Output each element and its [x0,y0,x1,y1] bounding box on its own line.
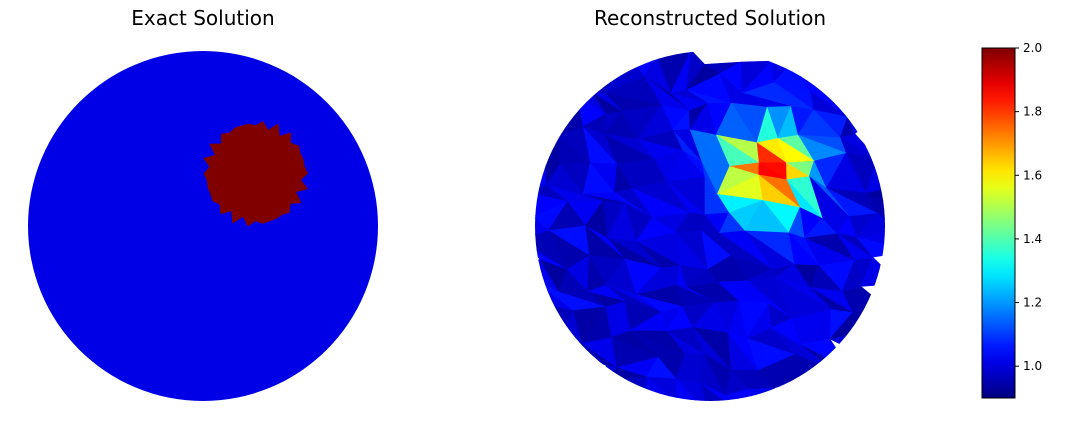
reconstructed-mesh [516,51,885,401]
mesh-triangle [855,236,885,258]
reconstructed-solution-plot [516,51,885,401]
exact-inclusion [203,121,309,227]
mesh-triangle [724,394,772,401]
mesh-triangle [747,387,788,401]
colorbar-tick-label: 1.0 [1023,359,1042,373]
colorbar-tick-label: 2.0 [1023,41,1042,55]
colorbar-gradient [981,47,1016,399]
mesh-triangle [535,258,541,276]
mesh-triangle [535,134,561,165]
colorbar-tick-label: 1.2 [1023,296,1042,310]
mesh-triangle [855,212,885,238]
colorbar-tick-label: 1.4 [1023,232,1042,246]
exact-background-disk [28,51,378,401]
mesh-triangle [606,376,648,401]
exact-solution-title: Exact Solution [131,6,275,30]
colorbar-ticks: 1.0 1.2 1.4 1.6 1.8 2.0 [1015,41,1042,373]
colorbar-tick-label: 1.8 [1023,105,1042,119]
mesh-triangle [876,208,885,231]
colorbar: 1.0 1.2 1.4 1.6 1.8 2.0 [981,41,1042,399]
colorbar-tick-label: 1.6 [1023,168,1042,182]
mesh-triangle [811,366,832,382]
mesh-triangle [809,51,832,92]
mesh-triangle [516,212,534,241]
exact-solution-plot [28,51,378,401]
reconstructed-solution-title: Reconstructed Solution [593,6,827,30]
